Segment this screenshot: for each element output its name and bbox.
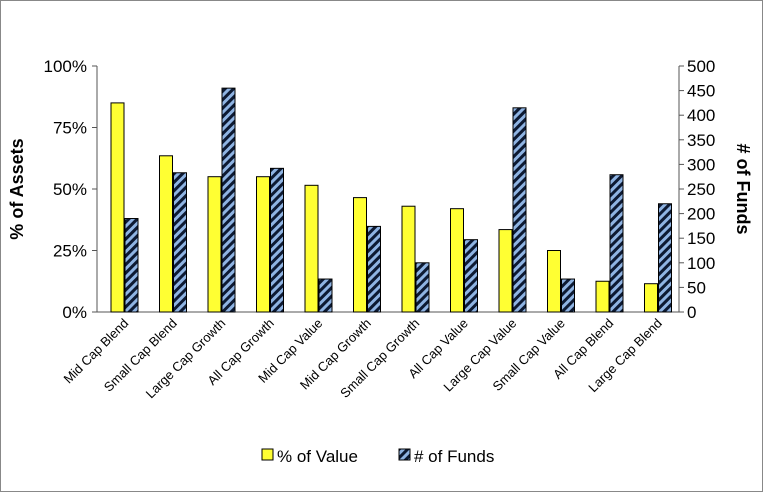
bar-value [110,102,125,313]
right-tick-label: 300 [687,155,715,174]
bar-funds [512,107,527,313]
right-tick-label: 200 [687,205,715,224]
right-axis-title: # of Funds [733,144,753,235]
right-tick-label: 250 [687,180,715,199]
axes [96,66,680,313]
bar-funds [173,172,187,313]
left-tick-label: 75% [53,119,87,138]
right-tick-label: 400 [687,106,715,125]
bar-value [207,176,222,313]
bar-funds [318,278,333,313]
left-tick-label: 25% [53,242,87,261]
right-tick-label: 0 [687,303,696,322]
right-tick-label: 100 [687,254,715,273]
bar-funds [221,87,236,313]
left-tick-label: 100% [44,57,87,76]
bar-value [547,250,561,313]
left-tick-label: 0% [62,303,87,322]
legend-swatch-funds [398,448,411,461]
bar-value [450,208,464,313]
bar-funds [415,262,430,313]
right-tick-label: 450 [687,82,715,101]
bar-value [595,280,610,313]
bar-value [498,229,513,313]
bar-value [256,176,270,313]
right-tick-label: 150 [687,229,715,248]
bars [110,87,672,313]
legend-label-funds: # of Funds [414,447,494,466]
bar-value [353,197,367,313]
right-axis-ticks: 0 50 100 150 200 250 300 350 400 450 500 [679,57,715,322]
right-tick-label: 50 [687,278,706,297]
bar-value [401,205,416,313]
bar-funds [464,239,478,313]
left-tick-label: 50% [53,180,87,199]
legend: % of Value # of Funds [261,447,494,466]
bar-funds [561,278,575,313]
right-tick-label: 500 [687,57,715,76]
left-axis-title: % of Assets [7,138,27,239]
legend-label-value: % of Value [277,447,358,466]
bar-funds [609,174,624,313]
bar-funds [367,225,381,313]
legend-swatch-value [261,448,274,461]
bar-value [304,184,319,313]
right-tick-label: 350 [687,131,715,150]
bar-value [159,155,173,313]
bar-funds [124,218,139,313]
left-axis-ticks: 0% 25% 50% 75% 100% [44,57,97,322]
bar-value [644,283,658,313]
bar-funds [658,203,672,313]
bar-funds [270,167,284,313]
